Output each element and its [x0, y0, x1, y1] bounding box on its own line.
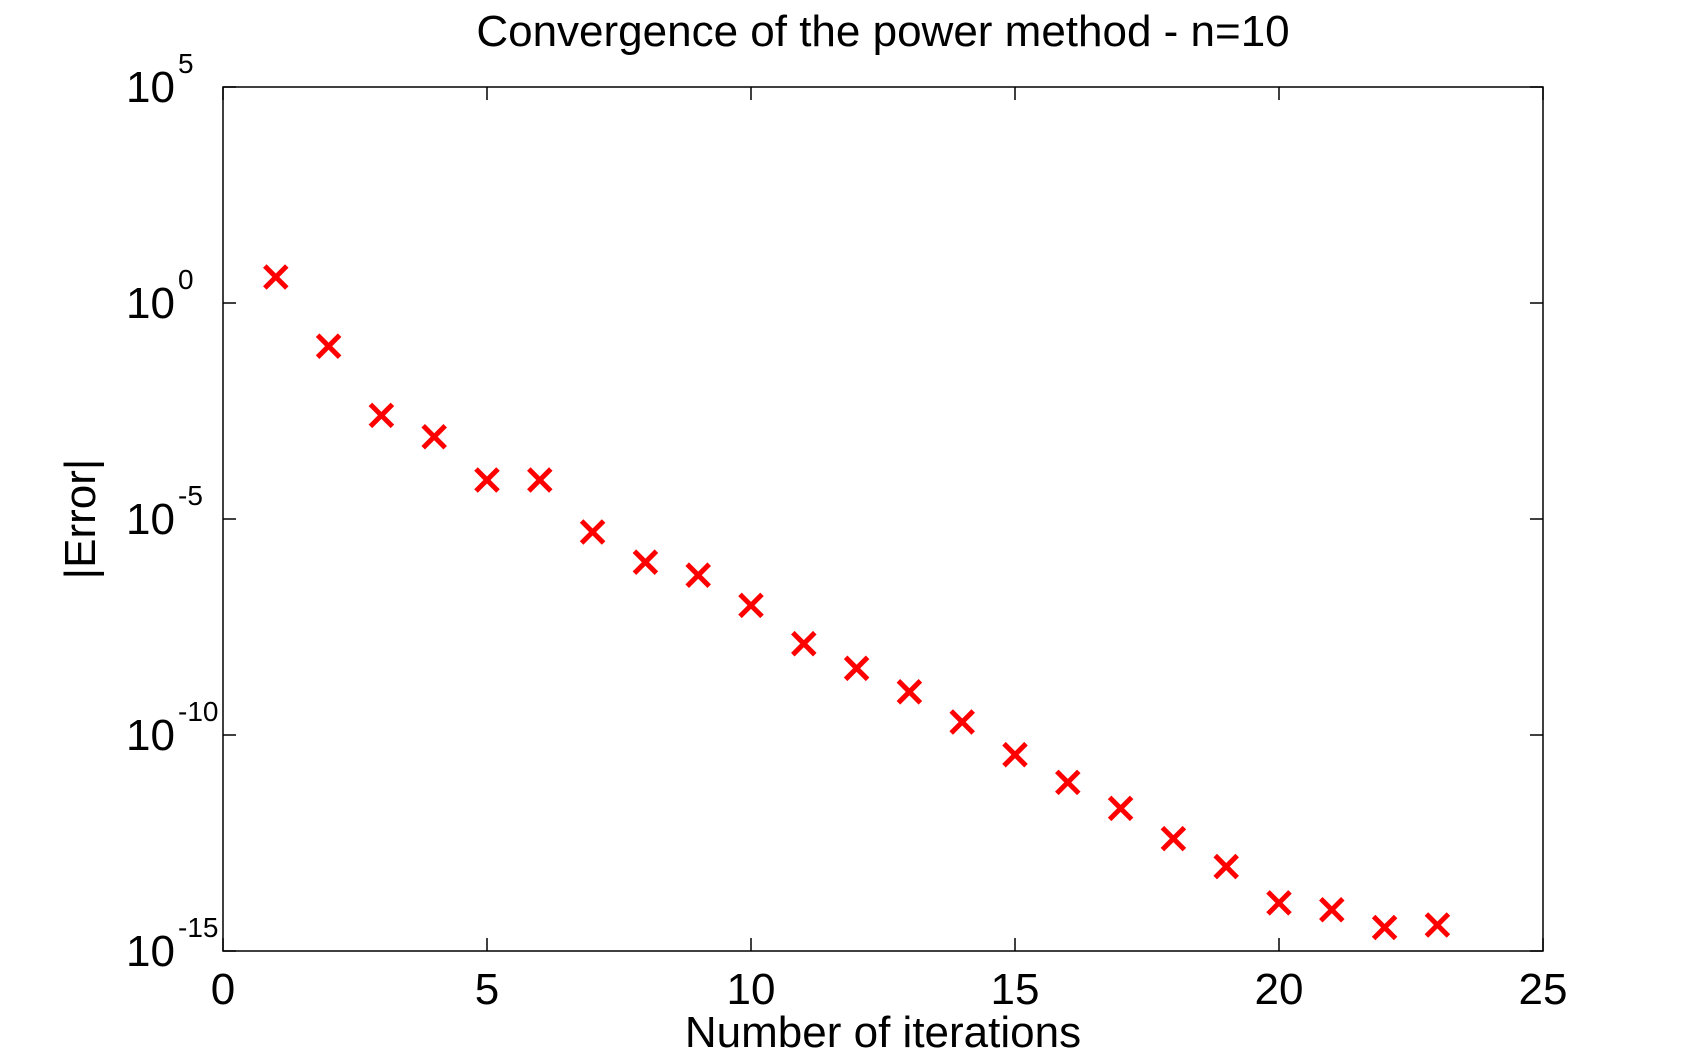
- data-point-stroke: [421, 424, 447, 450]
- data-point-stroke: [896, 679, 923, 705]
- chart-title: Convergence of the power method - n=10: [476, 7, 1289, 56]
- data-point-stroke: [1266, 890, 1292, 916]
- data-point-stroke: [368, 402, 395, 429]
- x-tick-label: 0: [211, 965, 235, 1014]
- data-point: [949, 709, 975, 735]
- data-points: [263, 264, 1451, 941]
- data-point: [263, 264, 289, 290]
- y-tick-label-exponent: 5: [178, 48, 194, 79]
- data-point: [474, 467, 500, 493]
- x-tick-label: 5: [475, 965, 499, 1014]
- data-point: [1002, 741, 1028, 768]
- data-point: [791, 630, 817, 657]
- y-tick-label: 10: [126, 711, 175, 760]
- data-point: [421, 424, 447, 450]
- data-point-stroke: [791, 630, 817, 657]
- data-point-stroke: [738, 592, 764, 619]
- data-point: [1055, 769, 1081, 796]
- data-point: [685, 562, 711, 588]
- x-tick-label: 10: [727, 965, 776, 1014]
- data-point: [527, 467, 553, 493]
- y-axis-label: |Error|: [56, 459, 105, 580]
- y-tick-label: 10: [126, 927, 175, 976]
- data-point-stroke: [1213, 853, 1239, 880]
- data-point-stroke: [632, 549, 659, 575]
- data-point-stroke: [1371, 914, 1398, 941]
- data-point-stroke: [1319, 897, 1345, 923]
- data-point-stroke: [263, 264, 289, 290]
- data-point-stroke: [579, 519, 606, 545]
- data-point-stroke: [474, 467, 500, 493]
- data-point: [1371, 914, 1398, 941]
- data-point: [1160, 825, 1187, 852]
- data-point-stroke: [527, 467, 553, 493]
- x-tick-label: 20: [1255, 965, 1304, 1014]
- y-tick-label-exponent: 0: [178, 264, 194, 295]
- data-point-stroke: [949, 709, 975, 735]
- y-tick-label-exponent: -10: [178, 696, 218, 727]
- data-point-stroke: [685, 562, 711, 588]
- axis-ticks: [222, 86, 1544, 952]
- plot-area: [222, 86, 1544, 952]
- data-point: [1266, 890, 1292, 916]
- data-point: [632, 549, 659, 575]
- data-point: [579, 519, 606, 545]
- data-point: [1319, 897, 1345, 923]
- data-point-stroke: [1424, 912, 1451, 938]
- data-point: [738, 592, 764, 619]
- data-point: [368, 402, 395, 429]
- x-tick-label: 15: [991, 965, 1040, 1014]
- data-point-stroke: [1160, 825, 1187, 852]
- y-tick-label: 10: [126, 63, 175, 112]
- data-point-stroke: [1055, 769, 1081, 796]
- data-point-stroke: [1107, 795, 1134, 822]
- x-axis-label: Number of iterations: [685, 1008, 1081, 1057]
- x-tick-labels: 0 5 10 15 20 25: [211, 965, 1568, 1014]
- y-tick-label-exponent: -5: [178, 480, 203, 511]
- data-point: [1424, 912, 1451, 938]
- data-point: [1213, 853, 1239, 880]
- data-point: [843, 655, 870, 682]
- data-point: [1107, 795, 1134, 822]
- data-point-stroke: [1002, 741, 1028, 768]
- y-tick-label: 10: [126, 495, 175, 544]
- data-point: [315, 333, 342, 359]
- x-tick-label: 25: [1519, 965, 1568, 1014]
- data-point-stroke: [843, 655, 870, 682]
- y-tick-label-exponent: -15: [178, 912, 218, 943]
- data-point: [896, 679, 923, 705]
- y-tick-label: 10: [126, 279, 175, 328]
- data-point-stroke: [315, 333, 342, 359]
